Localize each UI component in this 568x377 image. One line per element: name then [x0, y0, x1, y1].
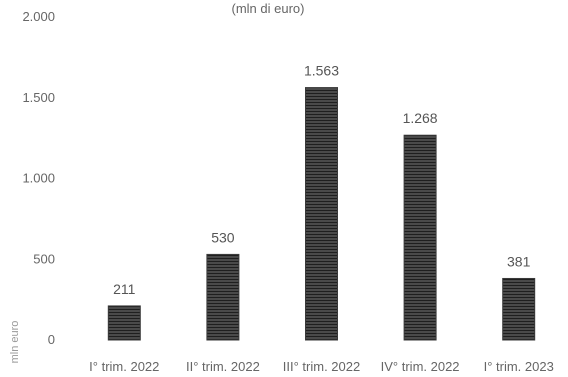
data-label: 1.563	[304, 63, 339, 79]
bar	[206, 253, 240, 341]
y-tick-label: 2.000	[22, 9, 55, 24]
y-axis-ticks: 0 500 1.000 1.500 2.000	[22, 9, 55, 347]
bars-group	[107, 87, 536, 341]
x-tick-label: I° trim. 2023	[484, 359, 554, 374]
x-tick-label: IV° trim. 2022	[381, 359, 460, 374]
data-label: 530	[211, 229, 235, 245]
y-axis-label: mln euro	[9, 321, 21, 364]
y-tick-label: 1.000	[22, 171, 55, 186]
x-tick-label: III° trim. 2022	[283, 359, 360, 374]
y-tick-label: 0	[48, 332, 55, 347]
bar	[107, 305, 141, 341]
x-axis-ticks: I° trim. 2022 II° trim. 2022 III° trim. 20…	[89, 359, 554, 374]
data-labels-group: 211 530 1.563 1.268 381	[113, 63, 530, 297]
data-label: 381	[507, 253, 531, 269]
y-tick-label: 1.500	[22, 90, 55, 105]
bar	[305, 87, 338, 341]
chart-subtitle: (mln di euro)	[232, 1, 305, 16]
data-label: 211	[113, 281, 136, 297]
bar	[502, 277, 536, 341]
x-tick-label: I° trim. 2022	[89, 359, 159, 374]
data-label: 1.268	[403, 110, 438, 126]
bar	[403, 134, 437, 341]
x-tick-label: II° trim. 2022	[186, 359, 260, 374]
y-tick-label: 500	[33, 251, 55, 266]
